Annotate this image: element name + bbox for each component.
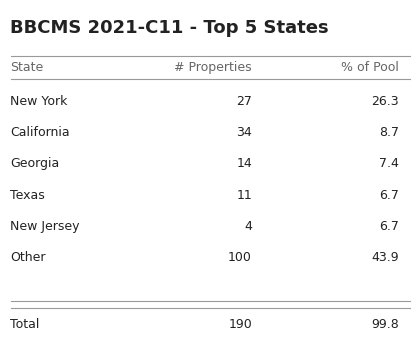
Text: 11: 11: [236, 189, 252, 202]
Text: 100: 100: [228, 251, 252, 264]
Text: 190: 190: [228, 318, 252, 331]
Text: 27: 27: [236, 95, 252, 108]
Text: 26.3: 26.3: [371, 95, 399, 108]
Text: 34: 34: [236, 126, 252, 139]
Text: % of Pool: % of Pool: [341, 61, 399, 74]
Text: 7.4: 7.4: [379, 157, 399, 170]
Text: State: State: [10, 61, 44, 74]
Text: Texas: Texas: [10, 189, 45, 202]
Text: New Jersey: New Jersey: [10, 220, 80, 233]
Text: New York: New York: [10, 95, 68, 108]
Text: BBCMS 2021-C11 - Top 5 States: BBCMS 2021-C11 - Top 5 States: [10, 19, 329, 36]
Text: # Properties: # Properties: [174, 61, 252, 74]
Text: Total: Total: [10, 318, 40, 331]
Text: Other: Other: [10, 251, 46, 264]
Text: 14: 14: [236, 157, 252, 170]
Text: California: California: [10, 126, 70, 139]
Text: 43.9: 43.9: [371, 251, 399, 264]
Text: Georgia: Georgia: [10, 157, 60, 170]
Text: 6.7: 6.7: [379, 189, 399, 202]
Text: 8.7: 8.7: [379, 126, 399, 139]
Text: 99.8: 99.8: [371, 318, 399, 331]
Text: 6.7: 6.7: [379, 220, 399, 233]
Text: 4: 4: [244, 220, 252, 233]
